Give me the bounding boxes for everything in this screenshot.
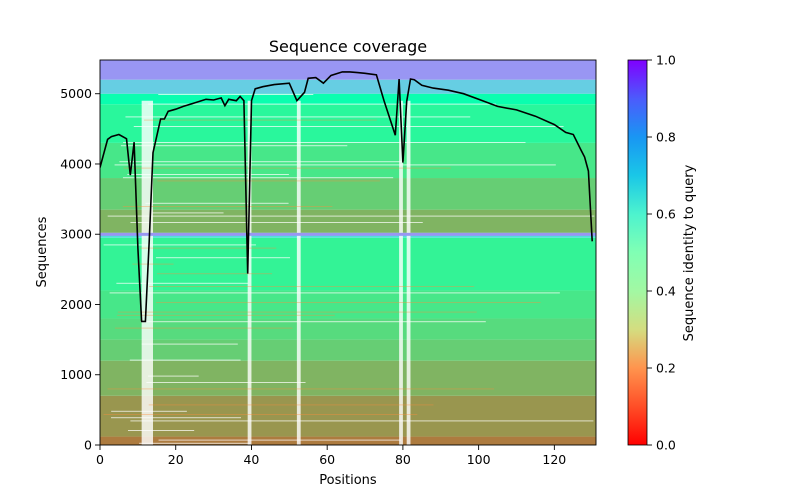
plot-area (99, 59, 597, 446)
colorbar-tick-label: 0.0 (656, 438, 676, 453)
row-streak (140, 247, 277, 249)
x-tick-label: 20 (168, 452, 184, 467)
y-tick-label: 1000 (60, 367, 92, 382)
row-streak (145, 202, 289, 204)
y-tick-label: 0 (84, 438, 92, 453)
row-streak (127, 430, 195, 431)
row-streak (148, 404, 434, 406)
colorbar-label: Sequence identity to query (682, 164, 697, 341)
gap-column (406, 100, 411, 445)
x-tick-label: 60 (319, 452, 335, 467)
identity-band (100, 104, 596, 143)
row-streak (111, 417, 242, 419)
colorbar-tick-label: 0.2 (656, 361, 676, 376)
coverage-line (100, 71, 593, 323)
row-streak (127, 174, 289, 175)
row-streak (144, 119, 377, 121)
identity-band (100, 339, 596, 361)
y-tick-label: 4000 (60, 156, 92, 171)
identity-band (100, 290, 596, 319)
plot-frame (99, 59, 597, 446)
x-tick-label: 80 (395, 452, 411, 467)
row-streak (157, 273, 273, 275)
row-streak (152, 212, 224, 214)
row-streak (114, 327, 293, 329)
row-streak (123, 167, 451, 169)
y-tick-label: 2000 (60, 297, 92, 312)
row-streak (123, 142, 526, 143)
x-tick-label: 120 (542, 452, 566, 467)
row-streak (120, 145, 348, 147)
row-streak (107, 215, 595, 217)
identity-band (100, 178, 596, 210)
gap-column (247, 100, 252, 445)
row-streak (149, 286, 475, 287)
row-texture (100, 94, 596, 444)
identity-band (100, 360, 596, 396)
row-streak (158, 439, 401, 441)
colorbar-tick-label: 0.4 (656, 284, 676, 299)
colorbar-gradient (627, 59, 648, 446)
row-streak (109, 292, 560, 294)
y-tick-label: 5000 (60, 86, 92, 101)
row-streak (146, 382, 306, 383)
identity-band (100, 60, 596, 80)
row-streak (103, 244, 256, 246)
identity-band (100, 93, 596, 105)
row-streak (114, 164, 556, 166)
identity-band (100, 237, 596, 291)
x-tick-label: 0 (96, 452, 104, 467)
row-streak (141, 343, 238, 345)
identity-band (100, 395, 596, 437)
row-streak (107, 388, 495, 390)
row-streak (130, 222, 423, 223)
row-streak (119, 161, 405, 163)
row-streak (122, 177, 394, 179)
identity-band (100, 436, 596, 445)
row-streak (117, 311, 477, 313)
row-streak (117, 314, 335, 316)
identity-heatmap (100, 60, 596, 445)
colorbar-tick-label: 0.6 (656, 207, 676, 222)
high-identity-row (100, 232, 596, 236)
row-streak (157, 180, 380, 182)
identity-band (100, 79, 596, 94)
identity-band (100, 142, 596, 179)
row-streak (125, 116, 471, 118)
row-streak (158, 94, 314, 95)
y-axis-label: Sequences (35, 216, 50, 287)
x-axis-label: Positions (319, 473, 377, 488)
chart-title: Sequence coverage (269, 37, 427, 56)
row-streak (133, 126, 564, 127)
gap-column (399, 100, 403, 445)
row-streak (139, 442, 251, 444)
row-streak (116, 282, 249, 284)
row-streak (111, 410, 187, 412)
x-tick-label: 100 (467, 452, 491, 467)
x-tick-label: 40 (243, 452, 259, 467)
x-axis: 0 20 40 60 80 100 120 (96, 445, 566, 467)
colorbar: 0.0 0.2 0.4 0.6 0.8 1.0 Sequence identity to … (627, 53, 697, 453)
colorbar-tick-label: 0.8 (656, 130, 676, 145)
gap-column (296, 100, 301, 445)
identity-band (100, 209, 596, 233)
row-streak (122, 206, 333, 207)
identity-band (100, 318, 596, 340)
row-streak (148, 375, 199, 377)
row-streak (155, 257, 291, 259)
y-tick-label: 3000 (60, 227, 92, 242)
row-streak (130, 420, 594, 422)
row-streak (132, 263, 174, 265)
row-streak (140, 321, 486, 323)
y-axis: 0 1000 2000 3000 4000 5000 (60, 86, 100, 453)
colorbar-tick-label: 1.0 (656, 53, 676, 68)
row-streak (155, 302, 541, 303)
row-streak (103, 414, 418, 415)
row-streak (148, 103, 497, 105)
row-streak (129, 359, 241, 361)
colorbar-ticks: 0.0 0.2 0.4 0.6 0.8 1.0 (647, 53, 676, 453)
